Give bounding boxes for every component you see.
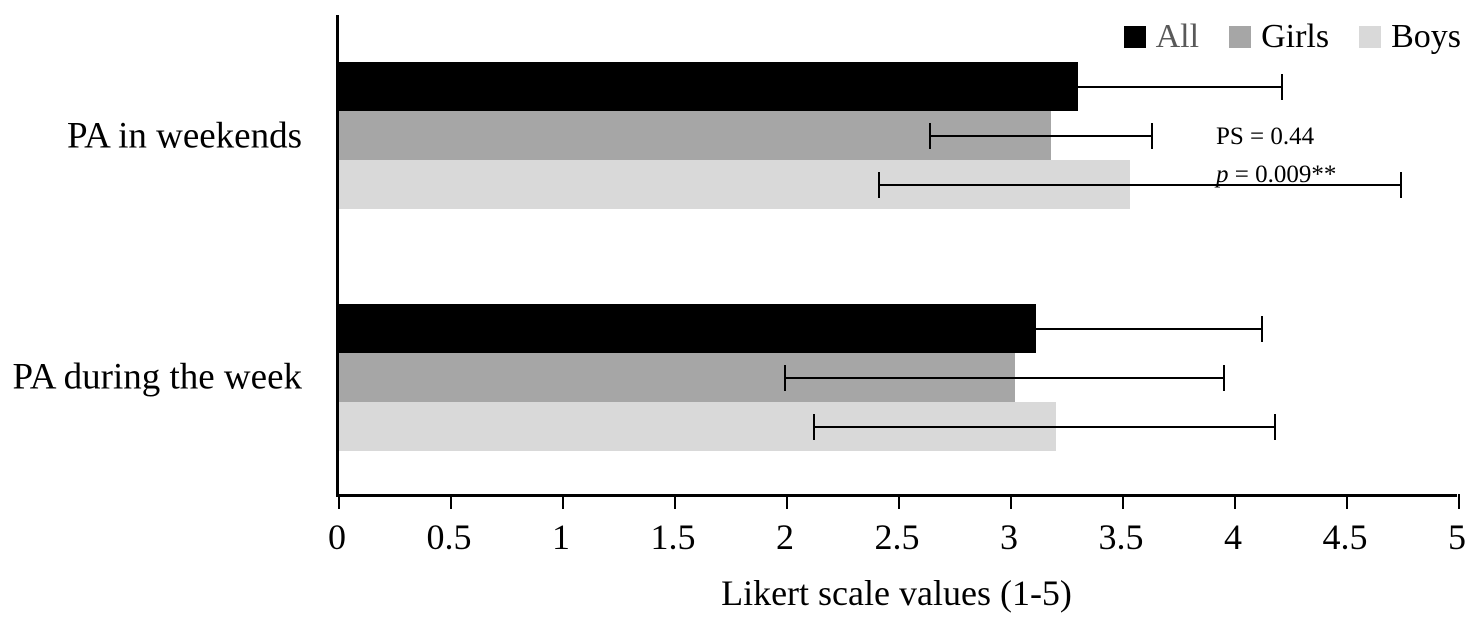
- error-bar-boys-2: [814, 425, 1275, 428]
- error-bar-all-1: [1078, 85, 1282, 88]
- x-tick-label-3: 3: [1000, 517, 1018, 557]
- error-bar-cap: [1261, 315, 1263, 342]
- category-label-2: PA during the week: [12, 356, 302, 398]
- significance-annotation: PS = 0.44 p = 0.009**: [1216, 118, 1336, 194]
- error-bar-cap: [929, 122, 931, 149]
- legend-item-girls: Girls: [1229, 20, 1329, 54]
- error-bar-cap: [813, 413, 815, 440]
- legend: All Girls Boys: [1123, 18, 1461, 55]
- x-axis-tick: [786, 494, 788, 509]
- x-axis-tick: [1010, 494, 1012, 509]
- x-axis-tick: [898, 494, 900, 509]
- error-bar-all-2: [1036, 327, 1262, 330]
- x-axis-tick: [338, 494, 340, 509]
- x-axis-tick: [1122, 494, 1124, 509]
- x-tick-label-1.5: 1.5: [650, 517, 696, 557]
- x-tick-label-0.5: 0.5: [426, 517, 472, 557]
- annotation-stat: PS = 0.44: [1216, 123, 1315, 150]
- x-tick-label-3.5: 3.5: [1098, 517, 1144, 557]
- legend-label: Girls: [1261, 18, 1330, 55]
- error-bar-cap: [1274, 413, 1276, 440]
- x-axis-tick: [562, 494, 564, 509]
- x-axis-tick: [450, 494, 452, 509]
- annotation-pvalue: p = 0.009**: [1216, 156, 1336, 194]
- x-tick-label-5: 5: [1448, 517, 1466, 557]
- bar-all-1: [339, 62, 1078, 111]
- annotation-p-symbol: p: [1216, 161, 1229, 188]
- legend-swatch-icon: [1123, 26, 1146, 48]
- error-bar-girls-1: [930, 134, 1152, 137]
- annotation-p-rest: = 0.009**: [1228, 161, 1337, 188]
- x-axis-tick: [1458, 494, 1460, 509]
- error-bar-boys-1: [879, 183, 1401, 186]
- error-bar-cap: [1151, 122, 1153, 149]
- plot-area: [336, 15, 1460, 509]
- error-bar-cap: [878, 171, 880, 198]
- legend-label: All: [1155, 18, 1200, 55]
- legend-swatch-icon: [1359, 26, 1382, 48]
- x-axis-tick: [1346, 494, 1348, 509]
- legend-swatch-icon: [1229, 26, 1252, 48]
- error-bar-cap: [1400, 171, 1402, 198]
- x-axis-tick: [674, 494, 676, 509]
- x-tick-label-2: 2: [776, 517, 794, 557]
- error-bar-girls-2: [785, 376, 1224, 379]
- x-tick-label-4: 4: [1224, 517, 1242, 557]
- x-axis-title: Likert scale values (1-5): [721, 573, 1072, 613]
- bar-all-2: [339, 304, 1036, 353]
- error-bar-cap: [1281, 73, 1283, 100]
- x-tick-label-4.5: 4.5: [1322, 517, 1368, 557]
- legend-item-all: All: [1123, 18, 1200, 55]
- error-bar-cap: [1223, 364, 1225, 391]
- legend-item-boys: Boys: [1359, 20, 1461, 54]
- x-tick-label-1: 1: [552, 517, 570, 557]
- x-tick-label-0: 0: [328, 517, 346, 557]
- x-tick-label-2.5: 2.5: [874, 517, 920, 557]
- legend-label: Boys: [1391, 18, 1461, 55]
- error-bar-cap: [784, 364, 786, 391]
- category-label-1: PA in weekends: [66, 115, 302, 157]
- x-axis-tick: [1234, 494, 1236, 509]
